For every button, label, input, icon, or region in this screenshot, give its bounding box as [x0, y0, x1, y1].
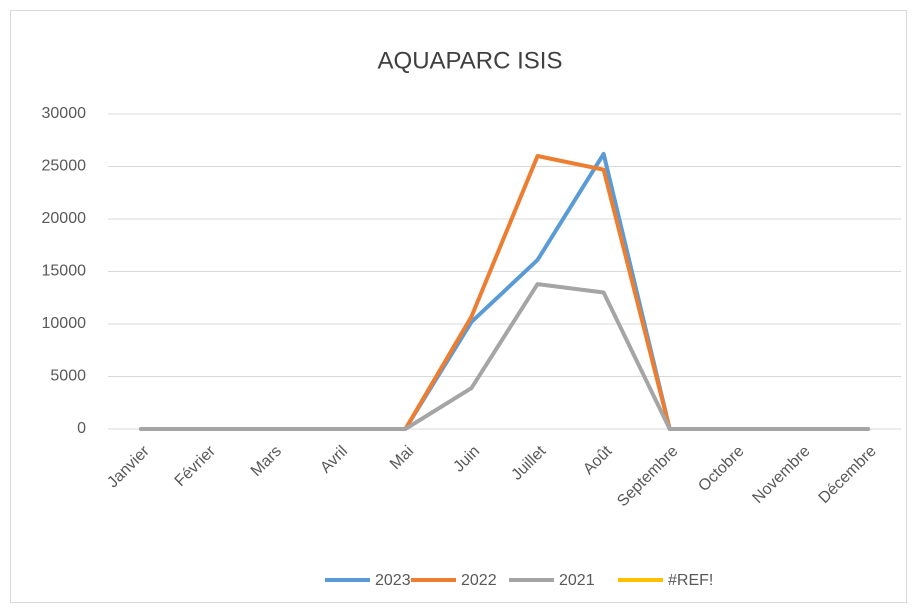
- legend-label: 2021: [559, 572, 595, 589]
- y-tick-label: 25000: [42, 158, 87, 175]
- legend-label: 2022: [461, 572, 497, 589]
- chart-border: [10, 10, 907, 603]
- y-tick-label: 0: [77, 420, 86, 437]
- y-tick-label: 5000: [50, 368, 86, 385]
- legend-label: #REF!: [668, 572, 713, 589]
- y-tick-label: 15000: [42, 263, 87, 280]
- y-tick-label: 30000: [42, 105, 87, 122]
- series-line: [139, 282, 870, 431]
- legend-label: 2023: [375, 572, 411, 589]
- chart-title: AQUAPARC ISIS: [378, 47, 563, 74]
- y-tick-label: 10000: [42, 315, 87, 332]
- y-tick-label: 20000: [42, 210, 87, 227]
